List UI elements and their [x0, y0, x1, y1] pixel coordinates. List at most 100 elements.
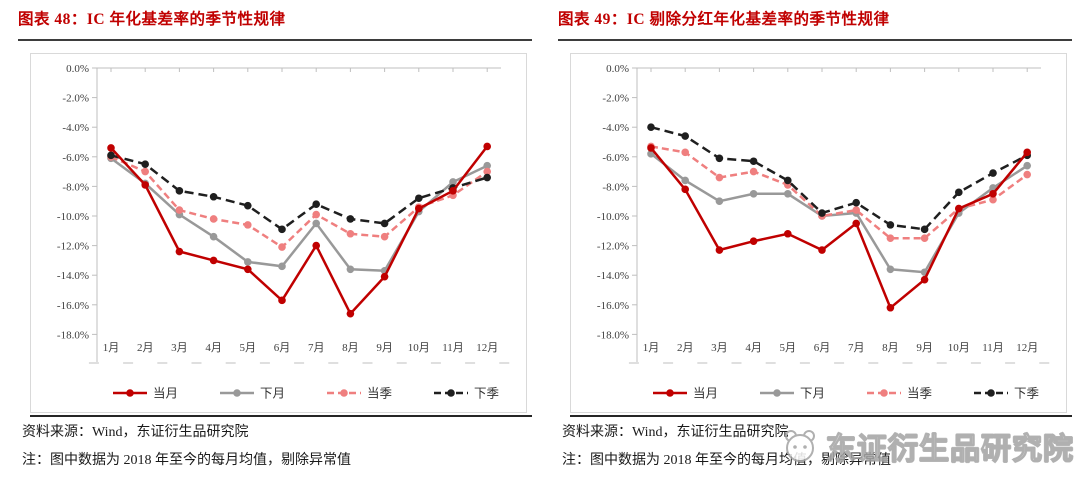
legend-item-当月: 当月: [653, 387, 718, 401]
x-tick-label: 6月: [274, 342, 291, 354]
data-point: [920, 275, 929, 284]
data-point: [483, 142, 492, 151]
data-point: [955, 204, 963, 213]
axes: 0.0% -2.0% -4.0% -6.0% -8.0% -10.0% -12.0% -14.…: [597, 63, 1050, 364]
x-tick-label: 11月: [982, 342, 1004, 354]
data-point: [380, 272, 389, 281]
x-tick-label: 1月: [103, 342, 120, 354]
data-point: [346, 229, 355, 238]
data-point: [346, 215, 355, 223]
seasonality-line-chart: 0.0% -2.0% -4.0% -6.0% -8.0% -10.0% -12.0% -14.…: [597, 63, 1050, 401]
seasonality-line-chart: 0.0% -2.0% -4.0% -6.0% -8.0% -10.0% -12.0% -14.…: [57, 63, 510, 401]
x-tick-label: 12月: [1016, 342, 1038, 354]
data-point: [749, 190, 758, 198]
note-text: 注：图中数据为 2018 年至今的每月均值，剔除异常值: [22, 453, 351, 468]
data-point: [483, 161, 492, 170]
data-point: [312, 241, 321, 250]
data-point: [278, 243, 286, 251]
x-tick-label: 10月: [948, 342, 970, 354]
legend-item-当月: 当月: [113, 387, 178, 401]
data-point: [681, 176, 689, 185]
y-tick-label: -2.0%: [602, 93, 629, 105]
data-point: [749, 167, 758, 176]
x-tick-label: 3月: [711, 342, 728, 354]
x-tick-label: 9月: [916, 342, 933, 354]
data-point: [141, 167, 149, 176]
legend-label: 当月: [693, 387, 718, 401]
series-当月: [107, 142, 492, 318]
series-line: [110, 155, 488, 249]
data-point: [886, 303, 895, 312]
series-line: [650, 152, 1028, 274]
x-tick-label: 8月: [342, 342, 359, 354]
data-point: [346, 265, 355, 274]
figure-title: 图表 48：IC 年化基差率的季节性规律: [18, 11, 286, 28]
data-point: [483, 173, 492, 182]
data-point: [244, 221, 252, 229]
source-text: 资料来源：Wind，东证衍生品研究院: [22, 425, 249, 440]
data-point: [346, 309, 355, 318]
legend-item-下季: 下季: [974, 387, 1040, 401]
series-当月: [647, 144, 1031, 312]
y-tick-label: -4.0%: [62, 122, 89, 134]
data-point: [852, 206, 860, 214]
y-tick-label: -14.0%: [597, 270, 629, 282]
data-point: [380, 219, 389, 228]
legend-label: 下季: [474, 387, 500, 401]
x-tick-label: 4月: [745, 342, 762, 354]
data-point: [681, 185, 689, 194]
data-point: [989, 169, 997, 177]
data-point: [312, 219, 321, 228]
y-tick-label: 0.0%: [606, 63, 629, 75]
data-point: [278, 262, 286, 271]
legend-label: 下月: [260, 387, 285, 401]
data-point: [209, 215, 218, 223]
legend-label: 下季: [1014, 387, 1040, 401]
x-tick-label: 9月: [376, 342, 393, 354]
data-point: [784, 229, 792, 238]
x-tick-label: 7月: [848, 342, 865, 354]
data-point: [141, 181, 149, 189]
y-tick-label: 0.0%: [66, 63, 89, 75]
series-line: [110, 157, 488, 273]
legend: 当月 下月 当季 下季: [113, 387, 500, 401]
data-point: [989, 195, 997, 204]
y-tick-label: -18.0%: [597, 329, 629, 341]
data-point: [784, 176, 792, 185]
data-point: [141, 160, 149, 168]
data-point: [483, 167, 492, 176]
legend-item-当季: 当季: [867, 387, 933, 401]
title-divider: [18, 39, 532, 41]
data-point: [886, 265, 895, 274]
series-line: [110, 154, 488, 231]
data-point: [244, 201, 252, 210]
data-point: [1023, 148, 1031, 157]
footer-divider: [570, 415, 1072, 417]
data-point: [715, 173, 724, 182]
y-tick-label: -12.0%: [597, 241, 629, 253]
y-tick-label: -12.0%: [57, 241, 89, 253]
data-point: [244, 258, 252, 266]
data-point: [1023, 161, 1031, 170]
series-line: [650, 147, 1029, 310]
data-point: [818, 246, 826, 254]
data-point: [715, 246, 724, 254]
y-tick-label: -6.0%: [62, 152, 89, 164]
x-tick-label: 1月: [643, 342, 660, 354]
data-point: [989, 190, 997, 198]
figure-title: 图表 49：IC 剔除分红年化基差率的季节性规律: [558, 11, 890, 28]
legend-label: 下月: [800, 387, 825, 401]
data-point: [715, 154, 724, 163]
data-point: [107, 144, 115, 152]
x-tick-label: 4月: [205, 342, 222, 354]
data-point: [886, 234, 895, 242]
data-point: [244, 265, 252, 274]
data-point: [415, 204, 423, 213]
y-tick-label: -16.0%: [597, 300, 629, 312]
title-divider: [558, 39, 1072, 41]
data-point: [175, 247, 184, 256]
data-point: [647, 144, 655, 152]
data-point: [852, 219, 860, 228]
x-tick-label: 3月: [171, 342, 188, 354]
